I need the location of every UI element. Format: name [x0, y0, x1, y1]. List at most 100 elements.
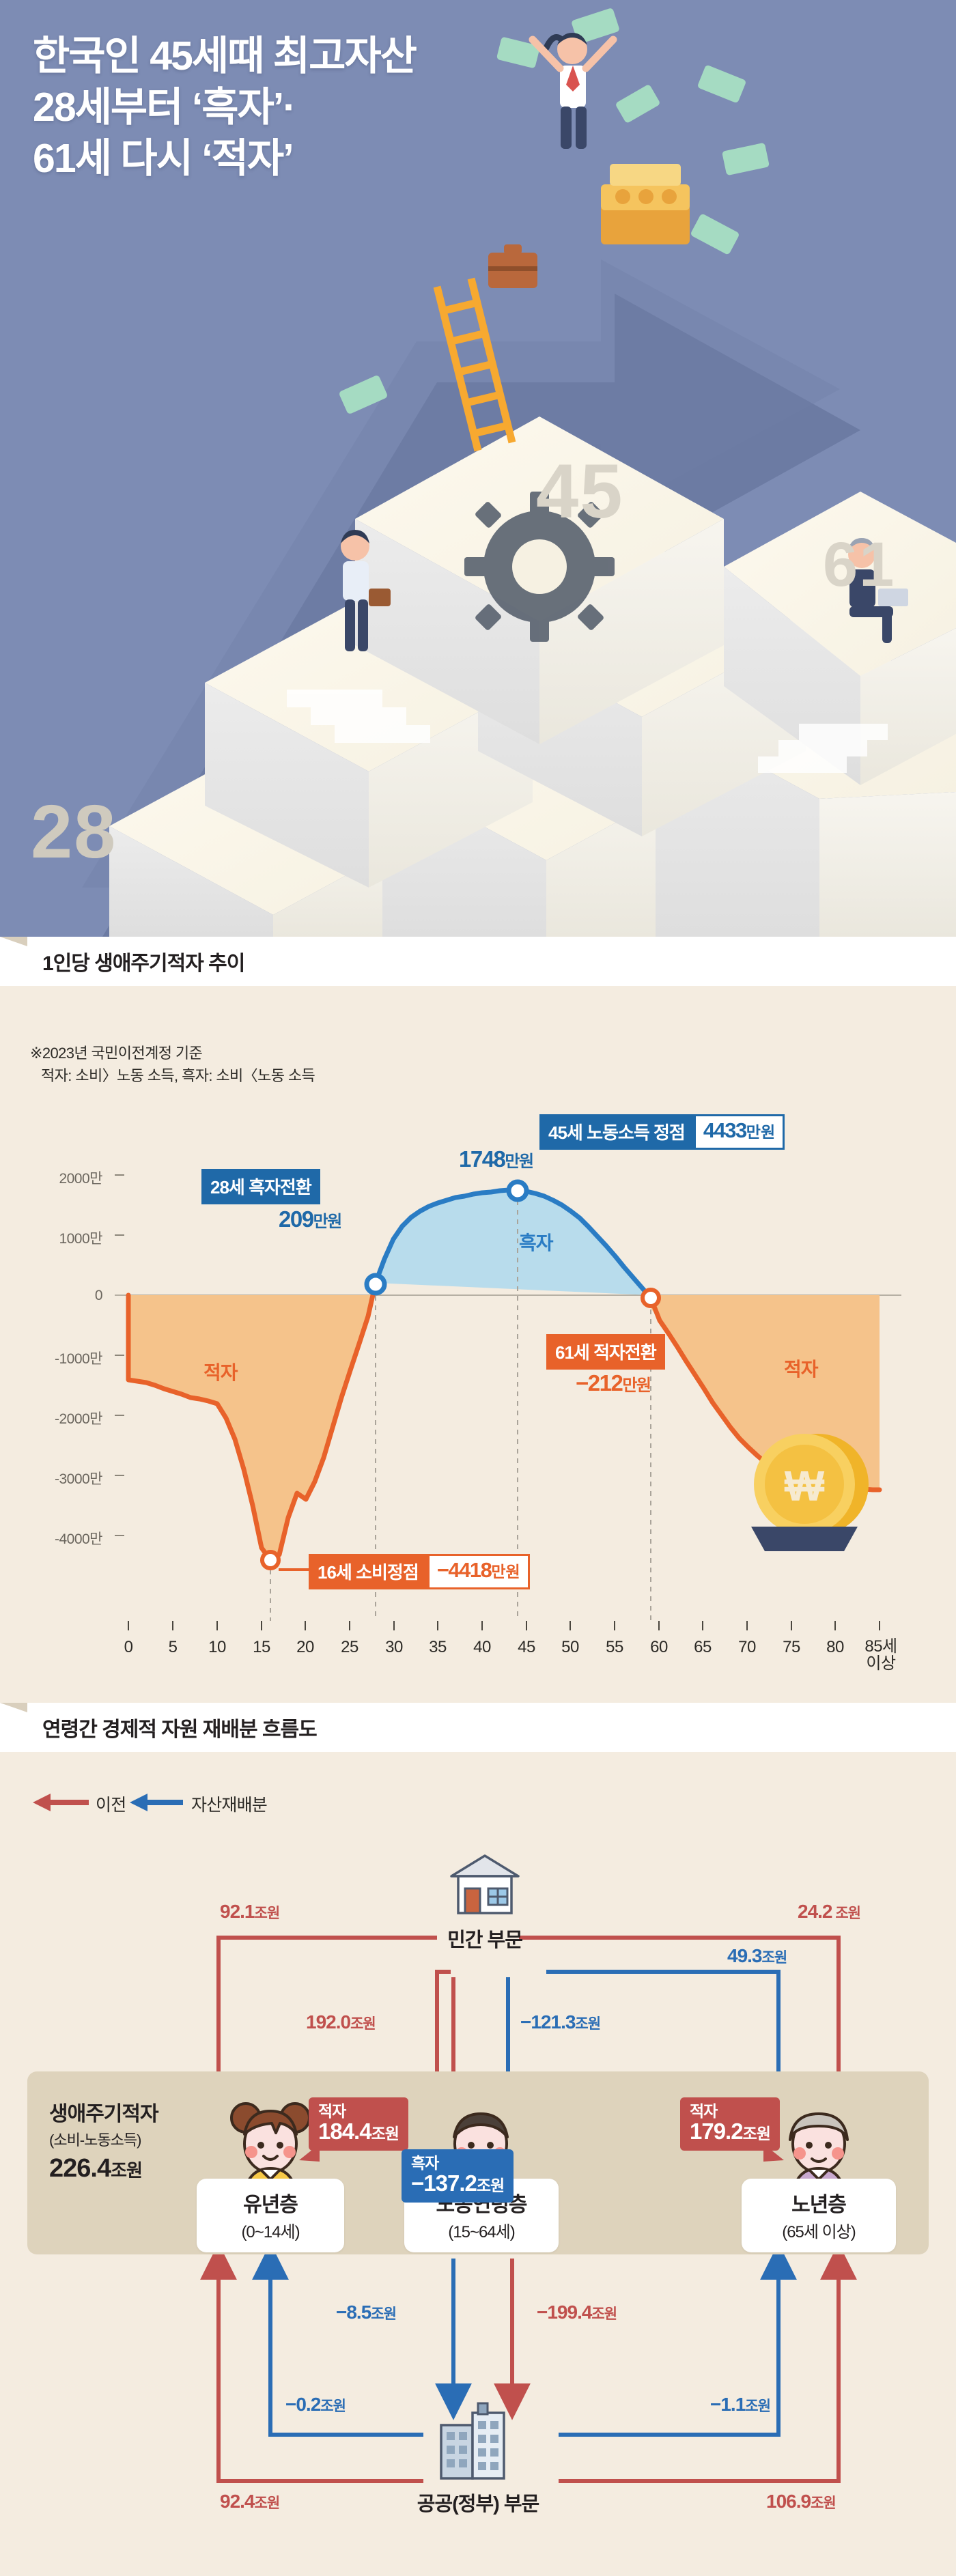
node-public-sector-label: 공공(정부) 부문: [417, 2493, 539, 2515]
flowval-working-to-public-value: −199.4: [537, 2302, 592, 2323]
flow-section-header-wrap: 연령간 경제적 자원 재배분 흐름도: [0, 1703, 956, 1752]
x-axis-ticks: [128, 1621, 880, 1630]
x-tick-label-55: 55: [606, 1638, 623, 1656]
x-tick-label-35: 35: [429, 1638, 447, 1656]
flow-public-to-elderly: [559, 2243, 857, 2483]
callout-deficit61-value-wrap: −212만원: [576, 1370, 651, 1396]
bubble-working-value: −137.2: [411, 2170, 477, 2196]
flow-legend-arrows: [33, 1794, 183, 1811]
arrow-left-icon-transfer: [33, 1794, 89, 1811]
cube-stack-illustration: [109, 8, 956, 937]
callout-deficit61-label: 61세 적자전환: [546, 1334, 665, 1370]
deficit-area-left: [128, 1283, 376, 1560]
bubble-children-value: 184.4: [318, 2119, 372, 2145]
flowval-private-to-elderly-value: 24.2: [798, 1901, 832, 1922]
bubble-children-value-wrap: 184.4조원: [318, 2119, 399, 2144]
callout-peak-label: 45세 노동소득 정점: [539, 1114, 694, 1150]
y-tick-label-m3000: -3000만: [54, 1471, 103, 1487]
lcd-value-wrap: 226.4조원: [49, 2154, 158, 2183]
elder-avatar: [789, 2112, 849, 2188]
bubble-children-unit: 조원: [371, 2125, 399, 2143]
x-tick-label-60: 60: [650, 1638, 668, 1656]
flowval-public-to-children: 92.4조원: [220, 2491, 280, 2513]
flow-public-to-children: [200, 2243, 423, 2483]
cube-number-61: 61: [823, 530, 896, 599]
flow-asset-public-to-elderly: [559, 2243, 797, 2437]
lcd-value: 226.4: [49, 2154, 111, 2183]
chart-section-header: 1인당 생애주기적자 추이: [0, 937, 956, 986]
area-label-deficit-left: 적자: [203, 1362, 238, 1383]
celebrating-person-figure: [529, 33, 617, 149]
flowval-asset-working-private-value: −121.3: [520, 2011, 576, 2033]
node-working-range: (15~64세): [448, 2223, 515, 2241]
flowval-asset-private-elderly: 49.3조원: [727, 1945, 787, 1967]
callout-surplus28-value-wrap: 209만원: [279, 1206, 343, 1232]
flow-private-to-children: [200, 1936, 437, 2155]
callout-peak-value: 4433: [703, 1118, 747, 1142]
flowval-public-to-children-value: 92.4: [220, 2491, 255, 2512]
flowval-asset-public-children-unit: 조원: [320, 2398, 346, 2414]
x-tick-label-50: 50: [561, 1638, 579, 1656]
node-children-label: 유년층: [243, 2194, 298, 2216]
x-tick-label-40: 40: [473, 1638, 491, 1656]
resource-reallocation-flow: 이전 자산재배분: [0, 1752, 956, 2558]
callout-deficit61-unit: 만원: [622, 1376, 651, 1395]
gold-coin-stack-icon: [601, 164, 690, 244]
chart-section-header-wrap: 1인당 생애주기적자 추이: [0, 937, 956, 986]
x-tick-label-80: 80: [826, 1638, 844, 1656]
callout-peak-unit: 만원: [746, 1123, 776, 1141]
flowval-private-to-children: 92.1조원: [220, 1901, 281, 1923]
flowval-working-to-public: −199.4조원: [537, 2302, 617, 2323]
house-icon: [450, 1854, 520, 1914]
y-axis-ticks: [115, 1174, 124, 1536]
y-tick-label-2000: 2000만: [59, 1171, 102, 1187]
flowval-private-to-children-unit: 조원: [254, 1906, 281, 1921]
chart-note-line-2: 적자: 소비〉노동 소득, 흑자: 소비〈노동 소득: [41, 1067, 315, 1084]
legend-label-transfer: 이전: [96, 1796, 126, 1815]
y-tick-label-m4000: -4000만: [54, 1531, 103, 1547]
legend-label-asset: 자산재배분: [191, 1796, 268, 1815]
flowval-asset-private-elderly-value: 49.3: [727, 1945, 762, 1966]
flowval-private-to-children-value: 92.1: [220, 1901, 255, 1922]
ladder-icon: [433, 277, 516, 452]
flowval-asset-working-public-unit: 조원: [371, 2306, 397, 2322]
chart-line-deficit-left: [126, 1280, 378, 1563]
bubble-working-title: 흑자: [411, 2154, 439, 2172]
cube-number-45: 45: [536, 449, 624, 534]
flow-section-header: 연령간 경제적 자원 재배분 흐름도: [0, 1703, 956, 1752]
flowval-asset-working-private: −121.3조원: [520, 2011, 601, 2033]
x-tick-label-30: 30: [385, 1638, 403, 1656]
won-coin-icon: ₩: [751, 1434, 869, 1551]
callout-surplus28-unit: 만원: [313, 1213, 343, 1231]
bubble-tail-elderly: [763, 2144, 784, 2162]
flowval-public-to-elderly-unit: 조원: [811, 2495, 836, 2511]
flowval-private-to-elderly-unit: 조원: [832, 1906, 861, 1921]
node-children-range: (0~14세): [241, 2223, 300, 2241]
x-tick-label-45: 45: [518, 1638, 535, 1656]
x-tick-label-65: 65: [694, 1638, 712, 1656]
y-tick-label-m1000: -1000만: [54, 1351, 103, 1367]
flowval-working-to-private-value: 192.0: [306, 2011, 351, 2033]
flowval-working-to-public-unit: 조원: [591, 2306, 617, 2322]
bubble-children-title: 적자: [318, 2102, 346, 2120]
flowval-public-to-elderly: 106.9조원: [766, 2491, 836, 2513]
x-tick-label-10: 10: [208, 1638, 226, 1656]
bubble-elderly-value-wrap: 179.2조원: [690, 2119, 771, 2144]
callout-surplus28-value: 209: [279, 1206, 314, 1232]
child-avatar: [230, 2102, 311, 2188]
title-line-1: 한국인 45세때 최고자산: [33, 33, 417, 79]
flowval-asset-working-private-unit: 조원: [575, 2016, 601, 2032]
x-tick-label-25: 25: [341, 1638, 358, 1656]
x-tick-label-85plus: 85세 이상: [864, 1637, 897, 1673]
lcd-unit: 조원: [111, 2160, 143, 2181]
bubble-working-surplus: 흑자 −137.2조원: [402, 2149, 514, 2203]
callout-surplus28-label: 28세 흑자전환: [201, 1169, 320, 1204]
x-tick-label-20: 20: [296, 1638, 314, 1656]
x-tick-label-5: 5: [168, 1638, 178, 1656]
node-elderly-label: 노년층: [791, 2194, 847, 2216]
chart-note: ※2023년 국민이전계정 기준 적자: 소비〉노동 소득, 흑자: 소비〈노동…: [30, 1042, 315, 1087]
surplus-area: [376, 1190, 651, 1298]
node-elderly: 노년층 (65세 이상): [742, 2179, 896, 2252]
flowval-asset-public-elderly-unit: 조원: [745, 2398, 771, 2414]
